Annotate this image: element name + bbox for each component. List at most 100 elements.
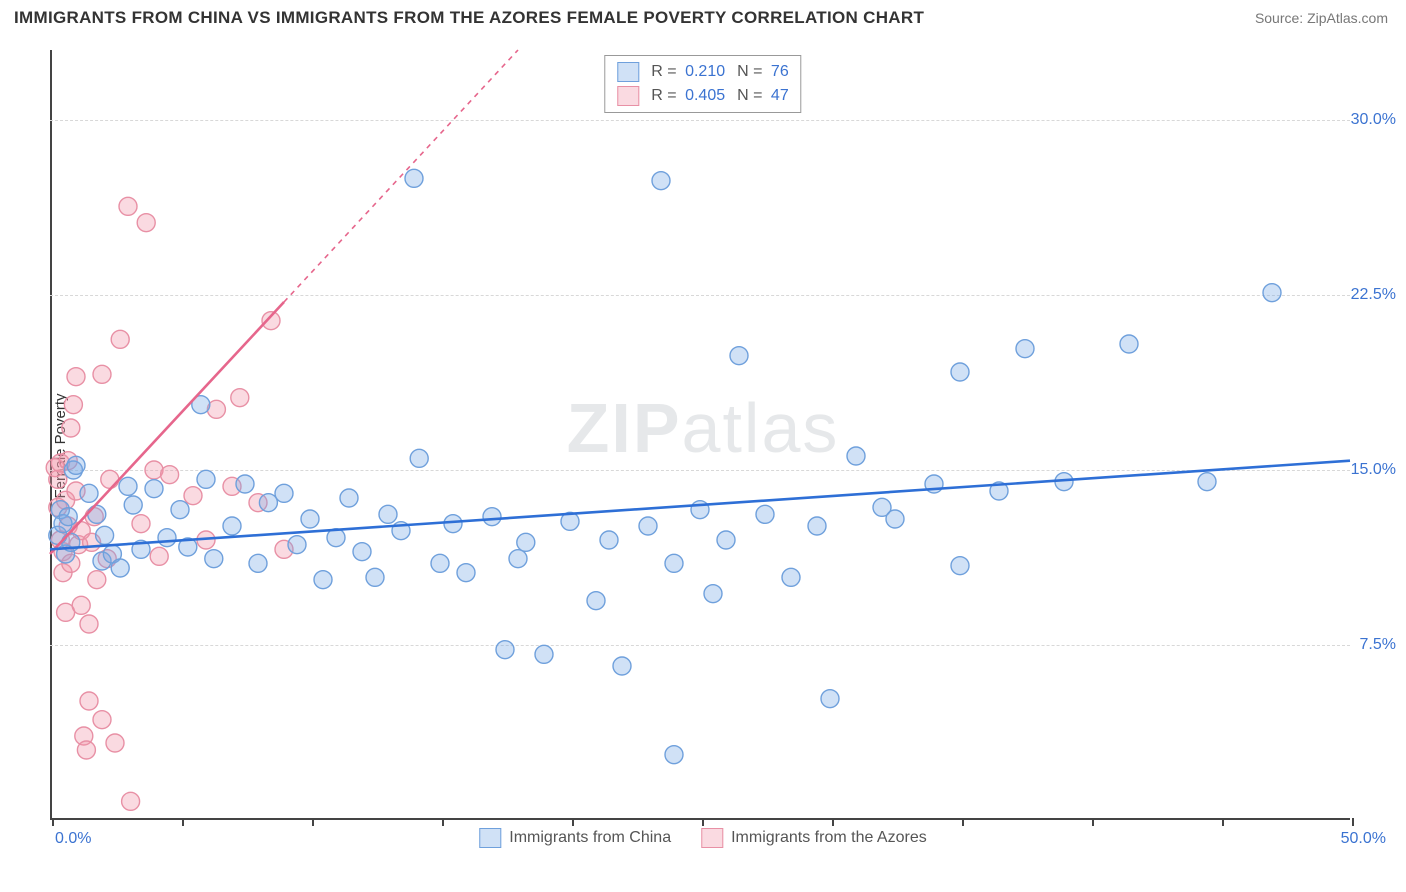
data-point bbox=[236, 475, 254, 493]
data-point bbox=[101, 470, 119, 488]
data-point bbox=[951, 557, 969, 575]
data-point bbox=[353, 543, 371, 561]
data-point bbox=[951, 363, 969, 381]
data-point bbox=[405, 169, 423, 187]
data-point bbox=[231, 389, 249, 407]
data-point bbox=[119, 477, 137, 495]
data-point bbox=[730, 347, 748, 365]
data-point bbox=[67, 456, 85, 474]
swatch-china-icon bbox=[479, 828, 501, 848]
data-point bbox=[124, 496, 142, 514]
regression-line-china bbox=[50, 461, 1350, 550]
data-point bbox=[379, 505, 397, 523]
y-tick-label: 30.0% bbox=[1351, 111, 1396, 129]
series-legend: Immigrants from China Immigrants from th… bbox=[479, 828, 926, 848]
data-point bbox=[1120, 335, 1138, 353]
data-point bbox=[111, 330, 129, 348]
correlation-legend: R = 0.210 N = 76 R = 0.405 N = 47 bbox=[604, 55, 801, 113]
data-point bbox=[509, 550, 527, 568]
x-axis-max-label: 50.0% bbox=[1341, 830, 1386, 848]
data-point bbox=[613, 657, 631, 675]
data-point bbox=[717, 531, 735, 549]
data-point bbox=[704, 585, 722, 603]
data-point bbox=[431, 554, 449, 572]
data-point bbox=[444, 515, 462, 533]
data-point bbox=[88, 571, 106, 589]
data-point bbox=[1198, 473, 1216, 491]
legend-label-azores: Immigrants from the Azores bbox=[731, 829, 927, 847]
data-point bbox=[62, 419, 80, 437]
data-point bbox=[137, 214, 155, 232]
data-point bbox=[223, 517, 241, 535]
data-point bbox=[119, 197, 137, 215]
x-axis-min-label: 0.0% bbox=[55, 830, 91, 848]
data-point bbox=[821, 690, 839, 708]
data-point bbox=[259, 494, 277, 512]
data-point bbox=[496, 641, 514, 659]
source-attribution: Source: ZipAtlas.com bbox=[1255, 10, 1388, 26]
data-point bbox=[587, 592, 605, 610]
data-point bbox=[106, 734, 124, 752]
data-point bbox=[517, 533, 535, 551]
data-point bbox=[847, 447, 865, 465]
data-point bbox=[77, 741, 95, 759]
legend-row-series-a: R = 0.210 N = 76 bbox=[617, 60, 788, 84]
legend-row-series-b: R = 0.405 N = 47 bbox=[617, 84, 788, 108]
data-point bbox=[145, 480, 163, 498]
data-point bbox=[301, 510, 319, 528]
data-point bbox=[457, 564, 475, 582]
data-point bbox=[808, 517, 826, 535]
chart-title: IMMIGRANTS FROM CHINA VS IMMIGRANTS FROM… bbox=[14, 8, 924, 28]
data-point bbox=[1263, 284, 1281, 302]
data-point bbox=[150, 547, 168, 565]
data-point bbox=[782, 568, 800, 586]
data-point bbox=[59, 508, 77, 526]
legend-item-china: Immigrants from China bbox=[479, 828, 671, 848]
data-point bbox=[410, 449, 428, 467]
data-point bbox=[535, 645, 553, 663]
y-tick-label: 7.5% bbox=[1360, 636, 1396, 654]
data-point bbox=[161, 466, 179, 484]
swatch-azores-icon bbox=[701, 828, 723, 848]
data-point bbox=[64, 396, 82, 414]
data-point bbox=[96, 526, 114, 544]
data-point bbox=[665, 554, 683, 572]
data-point bbox=[171, 501, 189, 519]
data-point bbox=[483, 508, 501, 526]
data-point bbox=[88, 505, 106, 523]
data-point bbox=[366, 568, 384, 586]
swatch-series-a bbox=[617, 62, 639, 82]
data-point bbox=[67, 368, 85, 386]
data-point bbox=[340, 489, 358, 507]
data-point bbox=[184, 487, 202, 505]
regression-line-azores bbox=[50, 302, 284, 554]
data-point bbox=[665, 746, 683, 764]
data-point bbox=[639, 517, 657, 535]
data-point bbox=[600, 531, 618, 549]
data-point bbox=[80, 692, 98, 710]
data-point bbox=[80, 484, 98, 502]
regression-line-azores-extrapolated bbox=[284, 50, 518, 302]
scatter-chart bbox=[50, 50, 1350, 820]
data-point bbox=[49, 470, 67, 488]
data-point bbox=[249, 554, 267, 572]
data-point bbox=[314, 571, 332, 589]
data-point bbox=[205, 550, 223, 568]
legend-item-azores: Immigrants from the Azores bbox=[701, 828, 927, 848]
data-point bbox=[72, 596, 90, 614]
data-point bbox=[275, 484, 293, 502]
data-point bbox=[122, 792, 140, 810]
data-point bbox=[756, 505, 774, 523]
legend-label-china: Immigrants from China bbox=[509, 829, 671, 847]
data-point bbox=[886, 510, 904, 528]
data-point bbox=[1016, 340, 1034, 358]
data-point bbox=[158, 529, 176, 547]
data-point bbox=[288, 536, 306, 554]
y-tick-label: 15.0% bbox=[1351, 461, 1396, 479]
data-point bbox=[132, 515, 150, 533]
data-point bbox=[93, 711, 111, 729]
swatch-series-b bbox=[617, 86, 639, 106]
data-point bbox=[111, 559, 129, 577]
data-point bbox=[197, 470, 215, 488]
y-tick-label: 22.5% bbox=[1351, 286, 1396, 304]
